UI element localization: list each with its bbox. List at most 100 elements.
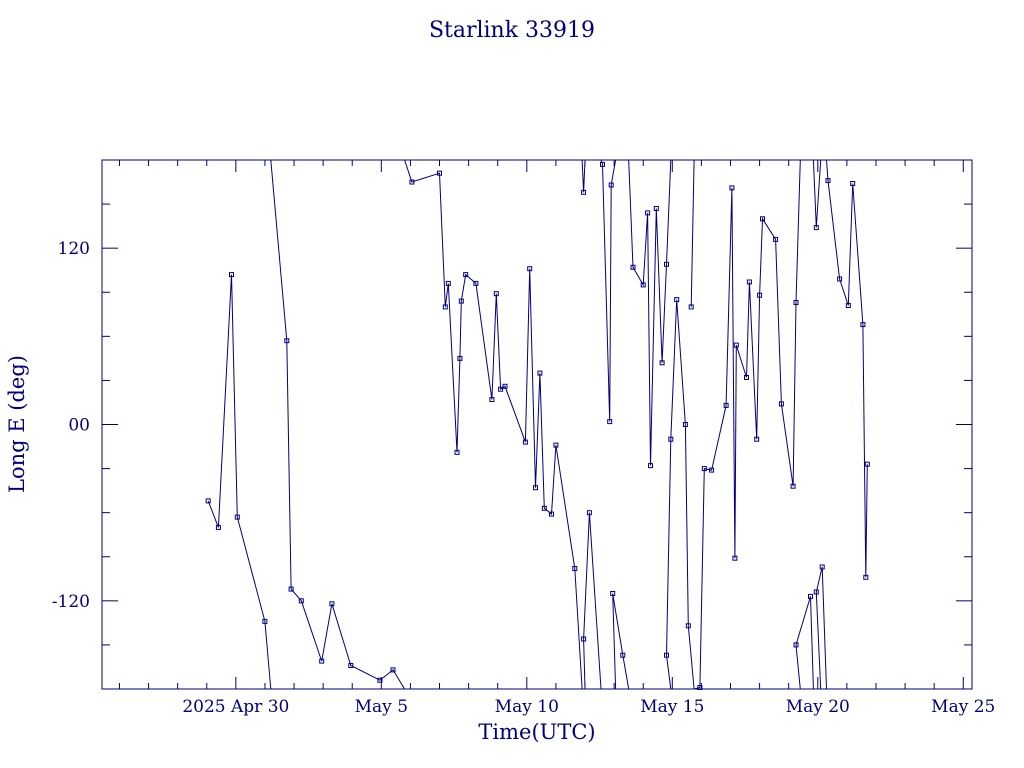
data-point (674, 297, 680, 303)
data-point (808, 593, 813, 599)
data-point (553, 442, 559, 448)
series-line (270, 159, 406, 690)
data-point (607, 419, 613, 425)
data-point (610, 591, 616, 596)
series-line (581, 159, 586, 193)
series-line (826, 159, 868, 578)
data-point (845, 303, 851, 308)
y-tick-labels: 120 00 -120 (52, 239, 90, 612)
series-line (665, 299, 695, 690)
data-point (581, 636, 587, 642)
series-line (600, 159, 617, 422)
x-tick-label: May 15 (640, 697, 704, 717)
x-tick-label: May 20 (786, 697, 850, 717)
series-line (628, 159, 672, 466)
data-point (630, 264, 636, 270)
series-line (612, 593, 630, 690)
data-point (664, 261, 669, 267)
series-line (207, 274, 272, 690)
data-point (754, 436, 760, 442)
data-point (709, 467, 715, 473)
data-point (409, 179, 415, 185)
data-point (790, 483, 796, 489)
data-point (493, 291, 499, 297)
data-point (229, 272, 234, 278)
data-point (527, 266, 533, 272)
data-point (581, 189, 587, 195)
data-point (793, 300, 799, 305)
data-point (864, 461, 870, 467)
data-point (600, 161, 605, 167)
series-line (690, 159, 695, 307)
data-point (813, 225, 819, 231)
data-point (390, 667, 396, 673)
data-point (757, 292, 763, 298)
data-point (457, 355, 463, 361)
data-point (537, 370, 543, 376)
y-tick-label: 120 (58, 239, 90, 259)
data-point (437, 170, 442, 176)
data-point (813, 589, 819, 595)
data-point (723, 402, 729, 408)
data-point (825, 178, 831, 184)
axis-ticks (102, 159, 972, 690)
data-point (620, 652, 626, 658)
data-point (473, 280, 479, 286)
series-line (404, 159, 583, 690)
x-tick-label: May 10 (495, 697, 559, 717)
data-point (377, 677, 383, 683)
data-point (793, 642, 799, 648)
series-line (583, 512, 602, 690)
data-point (659, 360, 665, 366)
data-point (549, 511, 554, 517)
data-point (489, 397, 495, 402)
data-point (533, 485, 538, 491)
data-point (215, 524, 221, 530)
data-point (262, 618, 268, 624)
data-point (329, 601, 335, 607)
data-point (729, 185, 735, 191)
data-point (863, 574, 869, 580)
data-point (498, 386, 504, 392)
data-point (860, 322, 866, 328)
data-point (733, 342, 739, 348)
plot-frame (101, 159, 973, 690)
data-point (205, 498, 211, 504)
data-point (850, 181, 856, 186)
data-point (608, 182, 614, 188)
y-tick-label: 00 (68, 416, 90, 436)
data-point (685, 623, 691, 629)
data-point (298, 598, 304, 604)
data-point (319, 658, 325, 664)
data-point (463, 272, 469, 278)
x-tick-label: May 5 (355, 697, 408, 717)
data-point (648, 463, 653, 469)
data-point (572, 566, 578, 571)
data-point (773, 236, 779, 242)
data-point (697, 685, 703, 690)
data-point (653, 206, 659, 211)
data-point (682, 422, 688, 427)
data-point (760, 216, 765, 222)
data-point (732, 555, 738, 561)
data-point (837, 276, 843, 282)
series-line (693, 159, 801, 690)
data-point (458, 298, 464, 304)
series-longitude (205, 159, 870, 690)
data-point (442, 304, 448, 310)
data-point (522, 439, 528, 445)
series-line (795, 596, 814, 690)
data-point (288, 586, 294, 592)
data-point (454, 449, 460, 455)
y-axis-label: Long E (deg) (5, 355, 29, 493)
data-point (664, 652, 669, 658)
y-tick-label: -120 (52, 592, 90, 612)
data-point (502, 383, 508, 389)
data-point (701, 466, 707, 472)
data-point (645, 210, 651, 216)
data-point (668, 436, 674, 442)
data-point (746, 279, 752, 285)
data-point (541, 505, 547, 511)
x-axis-label: Time(UTC) (478, 720, 595, 744)
